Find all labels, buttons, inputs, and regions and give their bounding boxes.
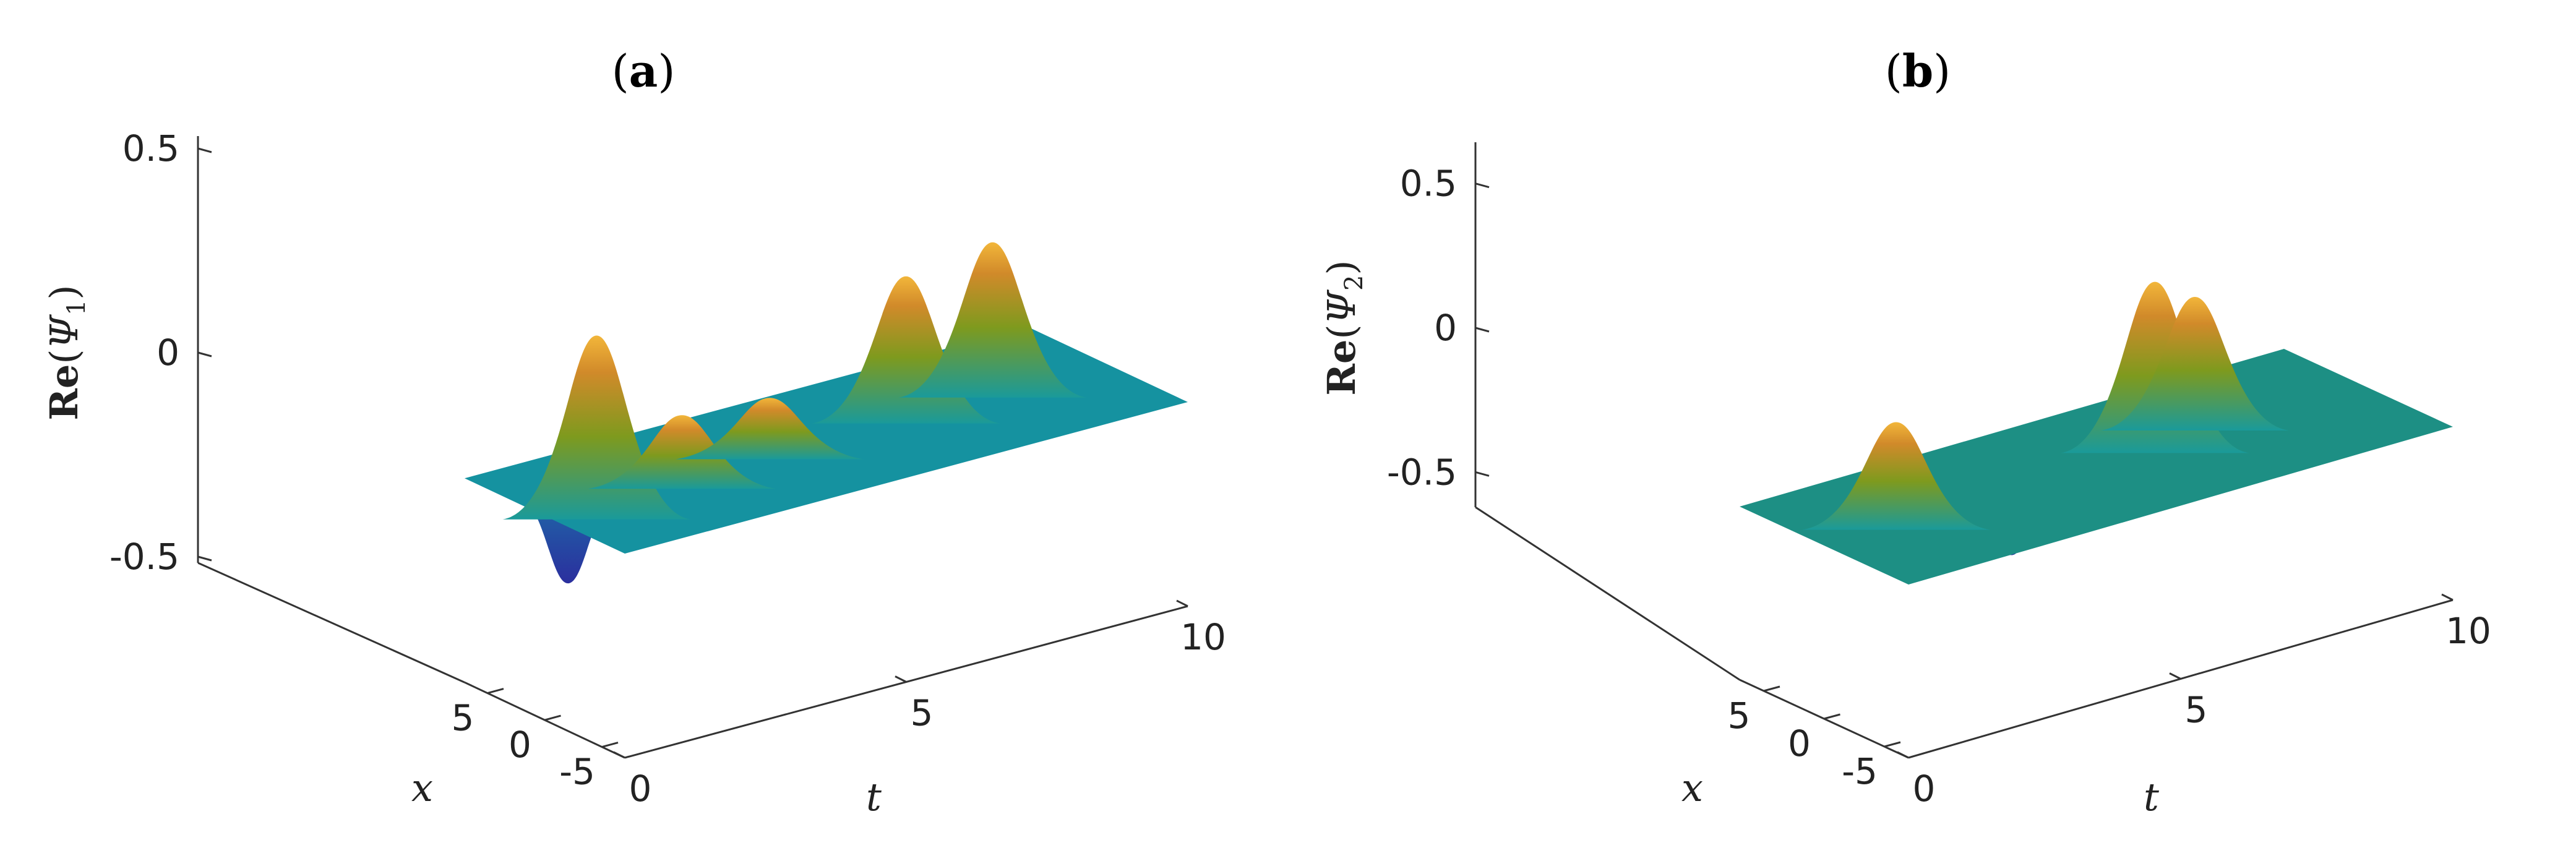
z-tick-mark bbox=[197, 147, 212, 153]
z-tick-mark bbox=[1475, 327, 1490, 333]
t-tick-mark bbox=[2441, 593, 2454, 601]
t-tick-label: 5 bbox=[911, 692, 934, 734]
surface-peak bbox=[676, 398, 864, 460]
z-tick-label: 0.5 bbox=[122, 127, 179, 169]
t-tick-mark bbox=[613, 751, 625, 759]
tlabel-b: t bbox=[2144, 774, 2159, 820]
z-tick-label: -0.5 bbox=[1387, 451, 1457, 493]
surface-a-peaks bbox=[502, 242, 1087, 520]
panel-a-title: (a) bbox=[612, 45, 676, 97]
t-tick-mark bbox=[895, 675, 907, 683]
z-tick-mark bbox=[197, 555, 212, 562]
xlabel-b: x bbox=[1681, 765, 1703, 810]
t-tick-label: 5 bbox=[2185, 689, 2208, 731]
z-axis-foot bbox=[197, 562, 465, 683]
surface-peak bbox=[1801, 422, 1990, 530]
z-tick-mark bbox=[197, 351, 212, 358]
t-tick-label: 10 bbox=[2445, 610, 2491, 652]
x-tick-mark bbox=[1824, 713, 1840, 720]
z-tick-label: -0.5 bbox=[109, 536, 179, 578]
z-axis-foot bbox=[1475, 506, 1740, 681]
x-tick-label: 5 bbox=[1728, 695, 1751, 737]
surface-b-plane bbox=[1740, 349, 2453, 585]
z-tick-label: 0.5 bbox=[1400, 163, 1457, 205]
surface-peak bbox=[588, 415, 776, 489]
zlabel-a: Re(Ψ1) bbox=[41, 285, 91, 420]
x-tick-label: -5 bbox=[1842, 750, 1878, 792]
tlabel-a: t bbox=[866, 774, 882, 820]
t-tick-label: 0 bbox=[1913, 768, 1936, 810]
x-tick-label: 0 bbox=[509, 724, 531, 766]
t-tick-label: 0 bbox=[629, 768, 652, 810]
z-tick-mark bbox=[1475, 471, 1490, 477]
t-tick-mark bbox=[1176, 599, 1188, 607]
surface-b-peaks bbox=[1801, 281, 2289, 530]
surface-peak bbox=[2101, 297, 2289, 431]
x-tick-label: -5 bbox=[559, 751, 595, 793]
x-tick-mark bbox=[1763, 685, 1780, 692]
xlabel-a: x bbox=[411, 765, 433, 810]
z-tick-label: 0 bbox=[1434, 307, 1457, 349]
x-tick-label: 5 bbox=[452, 697, 474, 739]
zlabel-b: Re(Ψ2) bbox=[1319, 260, 1368, 395]
x-tick-mark bbox=[601, 742, 619, 748]
surface-peak bbox=[898, 242, 1087, 398]
z-tick-label: 0 bbox=[157, 332, 179, 374]
x-tick-mark bbox=[487, 688, 504, 695]
t-tick-mark bbox=[1897, 751, 1909, 759]
panel-b-title: (b) bbox=[1885, 45, 1951, 97]
x-tick-label: 0 bbox=[1788, 722, 1811, 765]
x-tick-mark bbox=[1884, 741, 1901, 748]
t-tick-mark bbox=[2169, 672, 2181, 680]
x-tick-mark bbox=[544, 714, 561, 721]
t-tick-label: 10 bbox=[1180, 616, 1226, 658]
z-tick-mark bbox=[1475, 182, 1490, 189]
